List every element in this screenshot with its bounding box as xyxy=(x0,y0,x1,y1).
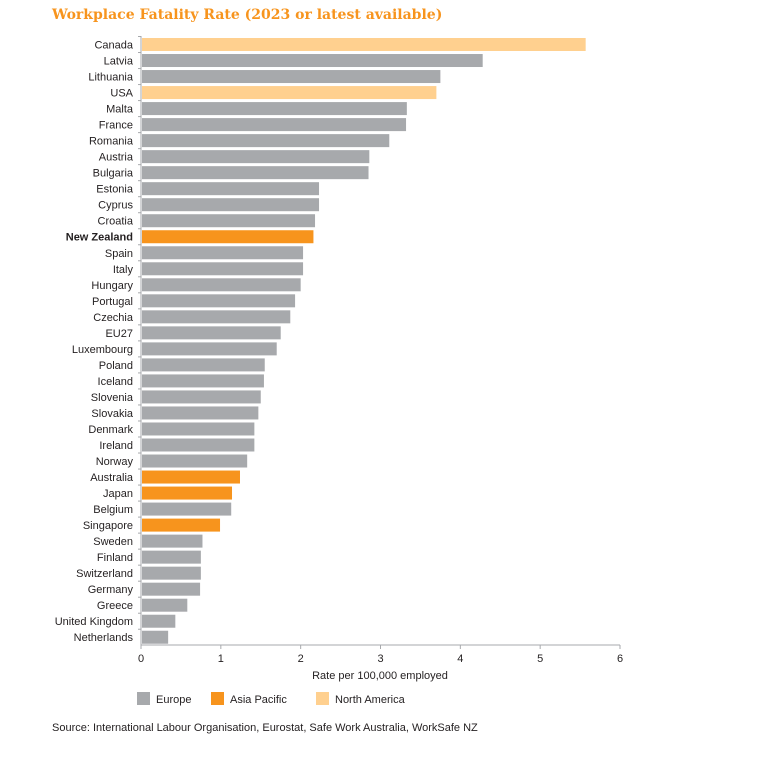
bar-estonia xyxy=(142,182,320,196)
category-label: Luxembourg xyxy=(72,344,133,356)
bar-slovakia xyxy=(142,406,259,420)
category-label: Bulgaria xyxy=(93,168,134,180)
category-label: United Kingdom xyxy=(55,616,133,628)
bar-belgium xyxy=(142,502,232,516)
category-label: Austria xyxy=(99,152,134,164)
legend-label: Asia Pacific xyxy=(230,694,287,706)
category-label: Sweden xyxy=(93,536,133,548)
category-label: Australia xyxy=(90,472,134,484)
bar-netherlands xyxy=(142,630,169,644)
bar-bulgaria xyxy=(142,166,369,180)
category-label: Greece xyxy=(97,600,133,612)
category-label: Hungary xyxy=(91,280,133,292)
x-tick-label: 0 xyxy=(138,653,144,665)
legend-label: North America xyxy=(335,694,406,706)
category-label: Estonia xyxy=(96,184,134,196)
category-label: Canada xyxy=(94,40,133,52)
category-label: Italy xyxy=(113,264,134,276)
bar-germany xyxy=(142,582,201,596)
bar-greece xyxy=(142,598,188,612)
category-label: Ireland xyxy=(99,440,133,452)
bars-group xyxy=(142,38,586,644)
category-label: Netherlands xyxy=(74,632,134,644)
legend-swatch-asia-pacific xyxy=(211,692,224,705)
chart-title: Workplace Fatality Rate (2023 or latest … xyxy=(51,7,442,23)
bar-spain xyxy=(142,246,304,260)
bar-lithuania xyxy=(142,70,441,84)
x-tick-label: 6 xyxy=(617,653,623,665)
category-label: Cyprus xyxy=(98,200,133,212)
x-axis-title: Rate per 100,000 employed xyxy=(312,670,448,682)
category-label: Portugal xyxy=(92,296,133,308)
bar-cyprus xyxy=(142,198,320,212)
category-label: Romania xyxy=(89,136,134,148)
bar-japan xyxy=(142,486,233,500)
bar-italy xyxy=(142,262,304,276)
bar-singapore xyxy=(142,518,221,532)
bar-new-zealand xyxy=(142,230,314,244)
bar-latvia xyxy=(142,54,483,68)
bar-canada xyxy=(142,38,586,51)
bar-croatia xyxy=(142,214,316,228)
category-label: Slovakia xyxy=(91,408,133,420)
category-label: New Zealand xyxy=(66,232,133,244)
bar-portugal xyxy=(142,294,296,308)
bar-malta xyxy=(142,102,407,116)
bar-eu27 xyxy=(142,326,281,340)
category-label: Belgium xyxy=(93,504,133,516)
bar-romania xyxy=(142,134,390,148)
bar-slovenia xyxy=(142,390,261,404)
category-label: Germany xyxy=(88,584,134,596)
category-label: Malta xyxy=(106,104,134,116)
category-label: USA xyxy=(110,88,133,100)
legend: Europe Asia Pacific North America xyxy=(137,692,406,706)
bar-ireland xyxy=(142,438,255,452)
bar-australia xyxy=(142,470,240,484)
source-note: Source: International Labour Organisatio… xyxy=(52,722,478,734)
category-label: Czechia xyxy=(93,312,134,324)
category-label: EU27 xyxy=(105,328,133,340)
bar-denmark xyxy=(142,422,255,436)
bar-sweden xyxy=(142,534,203,548)
bar-poland xyxy=(142,358,265,372)
bar-austria xyxy=(142,150,370,164)
category-label: France xyxy=(99,120,133,132)
x-tick-label: 5 xyxy=(537,653,543,665)
category-label: Poland xyxy=(99,360,133,372)
bar-switzerland xyxy=(142,566,201,580)
category-label: Finland xyxy=(97,552,133,564)
bar-finland xyxy=(142,550,201,564)
legend-swatch-north-america xyxy=(316,692,329,705)
category-label: Norway xyxy=(96,456,134,468)
x-tick-label: 4 xyxy=(457,653,463,665)
category-label: Japan xyxy=(103,488,133,500)
x-tick-label: 2 xyxy=(298,653,304,665)
bar-hungary xyxy=(142,278,301,292)
category-label: Latvia xyxy=(104,56,134,68)
x-tick-label: 1 xyxy=(218,653,224,665)
category-label: Iceland xyxy=(98,376,133,388)
bar-usa xyxy=(142,86,437,100)
legend-label: Europe xyxy=(156,694,191,706)
x-tick-label: 3 xyxy=(377,653,383,665)
category-label: Lithuania xyxy=(88,72,134,84)
bar-norway xyxy=(142,454,248,468)
bar-iceland xyxy=(142,374,264,388)
bar-czechia xyxy=(142,310,291,324)
category-label: Slovenia xyxy=(91,392,134,404)
bar-luxembourg xyxy=(142,342,277,356)
category-label: Switzerland xyxy=(76,568,133,580)
bar-france xyxy=(142,118,407,132)
category-label: Denmark xyxy=(88,424,133,436)
category-label: Singapore xyxy=(83,520,133,532)
category-label: Spain xyxy=(105,248,133,260)
category-labels: Canada Latvia Lithuania USA Malta France Roman… xyxy=(55,40,134,645)
category-label: Croatia xyxy=(98,216,134,228)
x-axis: 0 1 2 3 4 5 6 xyxy=(138,36,623,665)
bar-united-kingdom xyxy=(142,614,176,628)
legend-swatch-europe xyxy=(137,692,150,705)
